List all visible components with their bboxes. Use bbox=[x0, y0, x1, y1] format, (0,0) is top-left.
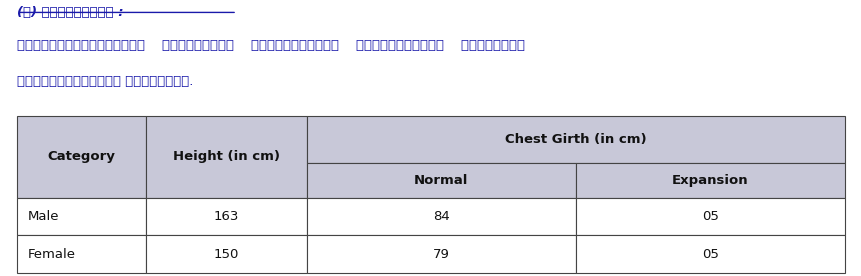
Text: 150: 150 bbox=[214, 248, 238, 261]
Text: Male: Male bbox=[28, 210, 59, 223]
Text: 84: 84 bbox=[432, 210, 449, 223]
Text: Height (in cm): Height (in cm) bbox=[172, 150, 279, 163]
Bar bbox=[17, 198, 146, 235]
Text: 163: 163 bbox=[214, 210, 238, 223]
Bar bbox=[146, 235, 307, 273]
Bar bbox=[307, 198, 575, 235]
Text: 05: 05 bbox=[701, 248, 718, 261]
Bar bbox=[575, 235, 844, 273]
Text: 05: 05 bbox=[701, 210, 718, 223]
Text: விண்ணப்பதாரர்கள்    பின்வரும்    குறைந்தபட்ச    உடல்தகுதியை    கட்டாயம்: விண்ணப்பதாரர்கள் பின்வரும் குறைந்தபட்ச உ… bbox=[17, 39, 524, 52]
Bar bbox=[146, 198, 307, 235]
Text: பெற்றிருத்தல் வேண்டும்.: பெற்றிருத்தல் வேண்டும். bbox=[17, 75, 194, 87]
Bar bbox=[17, 116, 146, 198]
Text: Normal: Normal bbox=[413, 174, 468, 187]
Text: Expansion: Expansion bbox=[672, 174, 747, 187]
Text: 79: 79 bbox=[432, 248, 449, 261]
Bar bbox=[307, 163, 575, 198]
Bar bbox=[575, 163, 844, 198]
Text: (இ) உடற்தகுதி :: (இ) உடற்தகுதி : bbox=[17, 6, 124, 18]
Text: Chest Girth (in cm): Chest Girth (in cm) bbox=[505, 133, 646, 146]
Text: Category: Category bbox=[47, 150, 115, 163]
Bar bbox=[307, 116, 844, 163]
Bar bbox=[307, 235, 575, 273]
Bar bbox=[146, 116, 307, 198]
Bar bbox=[17, 235, 146, 273]
Bar bbox=[575, 198, 844, 235]
Text: Female: Female bbox=[28, 248, 76, 261]
